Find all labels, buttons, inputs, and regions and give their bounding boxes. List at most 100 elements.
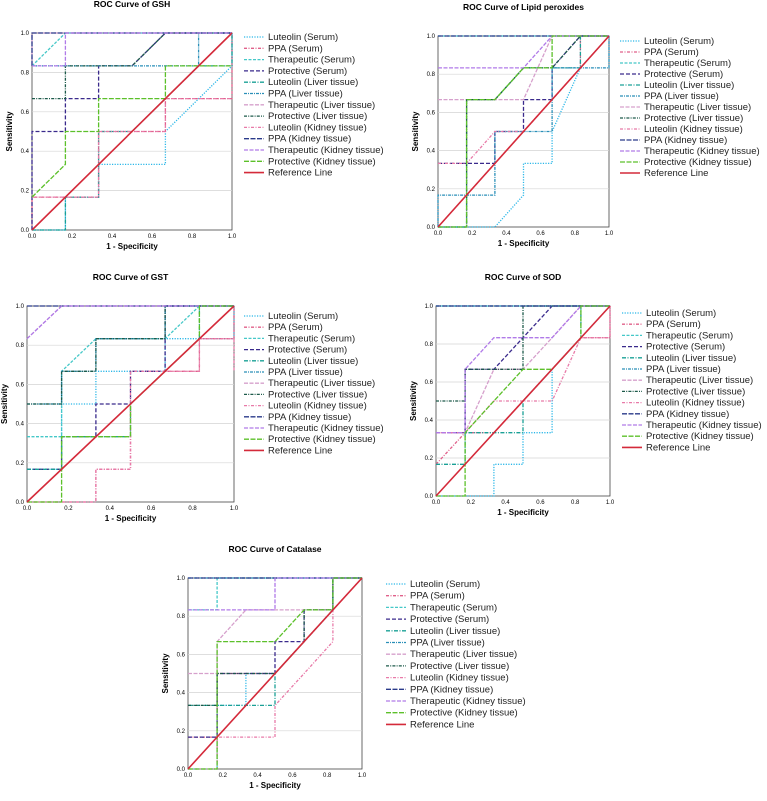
x-axis-label: 1 - Specificity — [497, 508, 549, 517]
x-tick-label: 1.0 — [605, 231, 614, 237]
x-tick-label: 0.4 — [108, 234, 117, 240]
legend-label: Therapeutic (Liver tissue) — [644, 102, 751, 113]
legend-label: Luteolin (Serum) — [644, 36, 714, 47]
y-tick-label: 0.2 — [427, 187, 436, 193]
legend-label: PPA (Kidney tissue) — [410, 684, 493, 695]
y-tick-label: 1.0 — [21, 31, 30, 37]
x-tick-label: 0.6 — [536, 231, 545, 237]
legend-label: Luteolin (Kidney tissue) — [644, 124, 743, 135]
legend-label: Therapeutic (Serum) — [268, 333, 355, 344]
y-tick-label: 0.6 — [16, 382, 25, 388]
legend-label: PPA (Serum) — [646, 319, 701, 330]
legend-label: PPA (Liver tissue) — [410, 638, 485, 649]
legend-label: Protective (Kidney tissue) — [646, 431, 754, 442]
x-tick-label: 0.6 — [288, 773, 297, 779]
legend-label: Therapeutic (Kidney tissue) — [268, 423, 383, 434]
series-line-reference-line — [435, 305, 611, 497]
chart-svg: ROC Curve of Catalase 0.0 0.2 0.4 0.6 0.8 1.0 0… — [161, 544, 526, 790]
x-tick-label: 0.0 — [184, 773, 193, 779]
x-tick-label: 1.0 — [230, 506, 239, 512]
legend: Luteolin (Serum)PPA (Serum)Therapeutic (… — [620, 36, 760, 179]
x-tick-label: 0.6 — [148, 234, 157, 240]
legend-label: Protective (Liver tissue) — [646, 386, 745, 397]
x-tick-label: 0.0 — [28, 234, 37, 240]
x-tick-label: 0.8 — [571, 231, 580, 237]
chart-svg: ROC Curve of SOD 0.0 0.2 0.4 0.6 0.8 1.0 0.0 0.2… — [409, 272, 762, 517]
legend-label: Therapeutic (Kidney tissue) — [646, 420, 762, 431]
x-tick-label: 0.4 — [501, 500, 510, 506]
chart-catalase: ROC Curve of Catalase 0.0 0.2 0.4 0.6 0.8 1.0 0… — [150, 536, 570, 796]
legend-label: Protective (Kidney tissue) — [644, 157, 752, 168]
legend: Luteolin (Serum)PPA (Serum)Therapeutic (… — [244, 32, 384, 179]
chart-title: ROC Curve of Lipid peroxides — [463, 2, 584, 12]
y-axis-label: Sensitivity — [5, 111, 14, 152]
legend-label: Protective (Kidney tissue) — [268, 434, 376, 445]
legend-label: PPA (Serum) — [410, 591, 465, 602]
x-tick-label: 0.8 — [188, 234, 197, 240]
series-line-reference-line — [26, 305, 235, 503]
legend-label: Therapeutic (Kidney tissue) — [268, 145, 383, 156]
y-tick-label: 0.6 — [21, 110, 30, 116]
series-line-protective-serum — [31, 32, 232, 230]
x-tick-label: 1.0 — [228, 234, 237, 240]
x-tick-label: 0.2 — [64, 506, 73, 512]
x-tick-label: 0.2 — [468, 231, 477, 237]
legend: Luteolin (Serum)PPA (Serum)Therapeutic (… — [244, 311, 384, 456]
legend-label: PPA (Kidney tissue) — [268, 412, 351, 423]
y-tick-label: 0.6 — [427, 110, 436, 116]
x-tick-label: 1.0 — [358, 773, 367, 779]
y-tick-label: 1.0 — [427, 34, 436, 40]
legend-label: Luteolin (Liver tissue) — [410, 626, 500, 637]
legend-label: Luteolin (Kidney tissue) — [268, 401, 367, 412]
series-line-luteolin-serum — [32, 33, 233, 231]
legend-label: Therapeutic (Liver tissue) — [646, 375, 753, 386]
legend-label: PPA (Kidney tissue) — [268, 134, 351, 145]
legend-label: Protective (Liver tissue) — [268, 389, 367, 400]
x-axis-label: 1 - Specificity — [498, 239, 550, 248]
legend-label: Luteolin (Serum) — [268, 311, 338, 322]
y-tick-label: 0.8 — [425, 342, 434, 348]
legend-label: Luteolin (Liver tissue) — [644, 80, 734, 91]
y-axis-label: Sensitivity — [161, 653, 170, 694]
legend-label: Protective (Kidney tissue) — [410, 708, 518, 719]
x-tick-label: 0.8 — [571, 500, 580, 506]
legend-label: Protective (Serum) — [410, 614, 489, 625]
legend-label: Protective (Serum) — [646, 342, 725, 353]
y-axis-label: Sensitivity — [411, 111, 420, 152]
legend-label: Reference Line — [268, 445, 332, 456]
legend: Luteolin (Serum)PPA (Serum)Therapeutic (… — [622, 308, 762, 453]
x-tick-label: 0.0 — [23, 506, 32, 512]
chart-sod: ROC Curve of SOD 0.0 0.2 0.4 0.6 0.8 1.0 0.0 0.2… — [384, 266, 767, 530]
legend-label: PPA (Kidney tissue) — [646, 409, 729, 420]
y-tick-label: 0.4 — [425, 418, 434, 424]
series-line-protective-liver-tissue — [27, 305, 234, 405]
x-tick-label: 1.0 — [606, 500, 615, 506]
y-tick-label: 0.0 — [21, 228, 30, 234]
x-tick-label: 0.6 — [536, 500, 545, 506]
legend-label: PPA (Kidney tissue) — [644, 135, 727, 146]
series-line-protective-serum — [438, 35, 609, 165]
y-tick-label: 0.4 — [177, 691, 186, 697]
legend-label: PPA (Liver tissue) — [644, 91, 719, 102]
legend-label: Luteolin (Liver tissue) — [268, 77, 358, 88]
legend-label: Protective (Serum) — [268, 345, 347, 356]
y-tick-label: 0.2 — [425, 456, 434, 462]
legend-label: Therapeutic (Liver tissue) — [410, 649, 517, 660]
series-line-protective-kidney-tissue — [436, 305, 610, 497]
legend-label: Reference Line — [268, 168, 332, 179]
legend-label: Luteolin (Serum) — [410, 579, 480, 590]
chart-title: ROC Curve of SOD — [485, 272, 562, 282]
x-tick-label: 0.2 — [68, 234, 77, 240]
series-line-protective-kidney-tissue — [188, 577, 362, 770]
legend-label: Therapeutic (Liver tissue) — [268, 378, 375, 389]
x-tick-label: 0.8 — [323, 773, 332, 779]
series-line-luteolin-serum — [438, 35, 610, 228]
chart-title: ROC Curve of GSH — [94, 0, 171, 9]
legend-label: Protective (Kidney tissue) — [268, 156, 376, 167]
chart-lipid-peroxides: ROC Curve of Lipid peroxides 0.0 0.2 0.4 0.6… — [384, 0, 767, 260]
series-line-therapeutic-kidney-tissue — [188, 577, 362, 611]
x-tick-label: 0.4 — [106, 506, 115, 512]
legend-label: PPA (Liver tissue) — [268, 89, 343, 100]
x-axis-label: 1 - Specificity — [249, 781, 301, 790]
legend-label: Therapeutic (Serum) — [644, 58, 731, 69]
